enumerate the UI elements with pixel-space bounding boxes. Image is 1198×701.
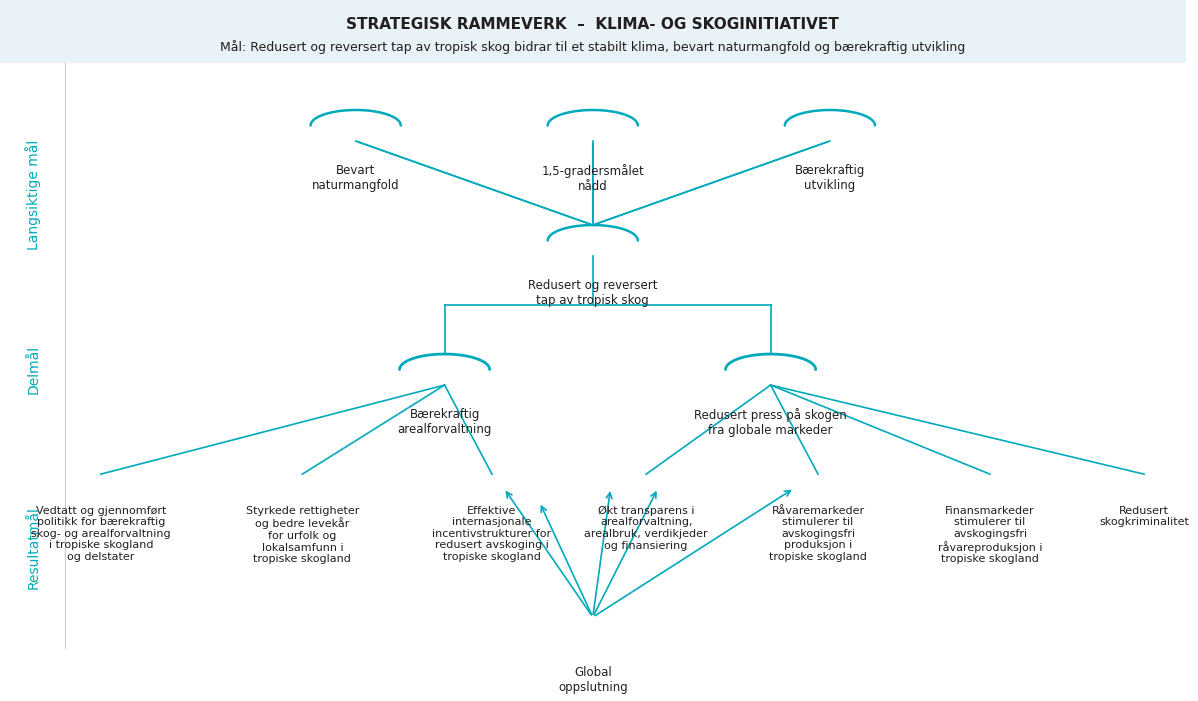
Text: Bevart
naturmangfold: Bevart naturmangfold: [311, 164, 399, 192]
Text: Råvaremarkeder
stimulerer til
avskogingsfri
produksjon i
tropiske skogland: Råvaremarkeder stimulerer til avskogings…: [769, 505, 867, 562]
Text: Redusert
skogkriminalitet: Redusert skogkriminalitet: [1099, 505, 1188, 527]
Text: Bærekraftig
arealforvaltning: Bærekraftig arealforvaltning: [398, 408, 491, 436]
Text: Resultatmål: Resultatmål: [26, 506, 41, 589]
Text: 1,5-gradersmålet
nådd: 1,5-gradersmålet nådd: [541, 164, 645, 193]
Text: Finansmarkeder
stimulerer til
avskogingsfri
råvareproduksjon i
tropiske skogland: Finansmarkeder stimulerer til avskogings…: [938, 505, 1042, 564]
Text: Redusert press på skogen
fra globale markeder: Redusert press på skogen fra globale mar…: [694, 408, 847, 437]
Text: Økt transparens i
arealforvaltning,
arealbruk, verdikjeder
og finansiering: Økt transparens i arealforvaltning, area…: [585, 505, 708, 550]
Text: Langsiktige mål: Langsiktige mål: [25, 140, 41, 250]
Text: STRATEGISK RAMMEVERK  –  KLIMA- OG SKOGINITIATIVET: STRATEGISK RAMMEVERK – KLIMA- OG SKOGINI…: [346, 17, 839, 32]
Text: Redusert og reversert
tap av tropisk skog: Redusert og reversert tap av tropisk sko…: [528, 279, 658, 307]
FancyBboxPatch shape: [0, 0, 1186, 63]
Text: Bærekraftig
utvikling: Bærekraftig utvikling: [794, 164, 865, 192]
Text: Delmål: Delmål: [26, 345, 41, 394]
Text: Mål: Redusert og reversert tap av tropisk skog bidrar til et stabilt klima, beva: Mål: Redusert og reversert tap av tropis…: [220, 41, 966, 55]
Text: Vedtatt og gjennomført
politikk for bærekraftig
skog- og arealforvaltning
i trop: Vedtatt og gjennomført politikk for bære…: [31, 505, 170, 562]
Text: Effektive
internasjonale
incentivstrukturer for
redusert avskoging i
tropiske sk: Effektive internasjonale incentivstruktu…: [432, 505, 551, 562]
Text: Global
oppslutning: Global oppslutning: [558, 666, 628, 694]
Text: Styrkede rettigheter
og bedre levekår
for urfolk og
lokalsamfunn i
tropiske skog: Styrkede rettigheter og bedre levekår fo…: [246, 505, 359, 564]
